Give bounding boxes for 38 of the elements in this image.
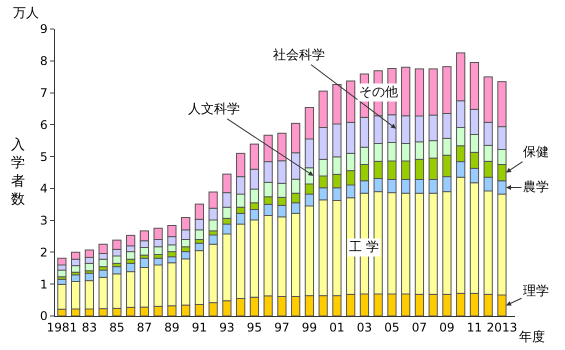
x-tick-label: 99 (302, 320, 318, 334)
text: 社会科学 (273, 48, 325, 63)
series-label: その他 (359, 85, 398, 100)
y-tick-label: 7 (40, 86, 48, 100)
x-tick-label: 89 (164, 320, 180, 334)
x-axis-title: 年度 (519, 329, 545, 345)
x-tick-label: 03 (356, 320, 372, 334)
y-tick-label: 4 (40, 182, 48, 196)
y-tick-label: 3 (40, 214, 48, 228)
x-tick-label: 09 (439, 320, 455, 334)
x-tick-label: 87 (136, 320, 152, 334)
text: 人文科学 (188, 102, 240, 117)
x-tick-label: 05 (384, 320, 400, 334)
series-label: 保健 (523, 145, 549, 160)
x-tick-label: 11 (466, 320, 482, 334)
x-tick-label: 83 (82, 320, 98, 334)
x-tick-label: 1981 (46, 320, 78, 334)
text: 万人 (13, 6, 39, 21)
x-tick-label: 93 (219, 320, 235, 334)
y-tick-label: 6 (40, 118, 48, 132)
series-label: 農学 (523, 180, 549, 195)
x-tick-label: 01 (329, 320, 345, 334)
bar (57, 270, 66, 278)
y-tick-label: 0 (40, 309, 48, 324)
x-tick-label: 2013 (486, 320, 518, 334)
series-label: 工 学 (349, 240, 380, 255)
y-tick-label: 9 (40, 22, 48, 36)
y-tick-label: 2 (40, 245, 48, 260)
x-tick-label: 85 (109, 320, 125, 334)
y-tick-label: 5 (40, 150, 48, 164)
x-tick-label: 07 (412, 320, 428, 334)
series-label: 理学 (523, 284, 549, 299)
y-tick-label: 8 (40, 54, 48, 68)
y-axis-title: 入学者数 (11, 137, 25, 208)
x-tick-label: 91 (192, 320, 208, 334)
x-tick-label: 97 (274, 320, 290, 334)
x-tick-label: 95 (246, 320, 262, 334)
y-tick-label: 1 (40, 277, 48, 292)
